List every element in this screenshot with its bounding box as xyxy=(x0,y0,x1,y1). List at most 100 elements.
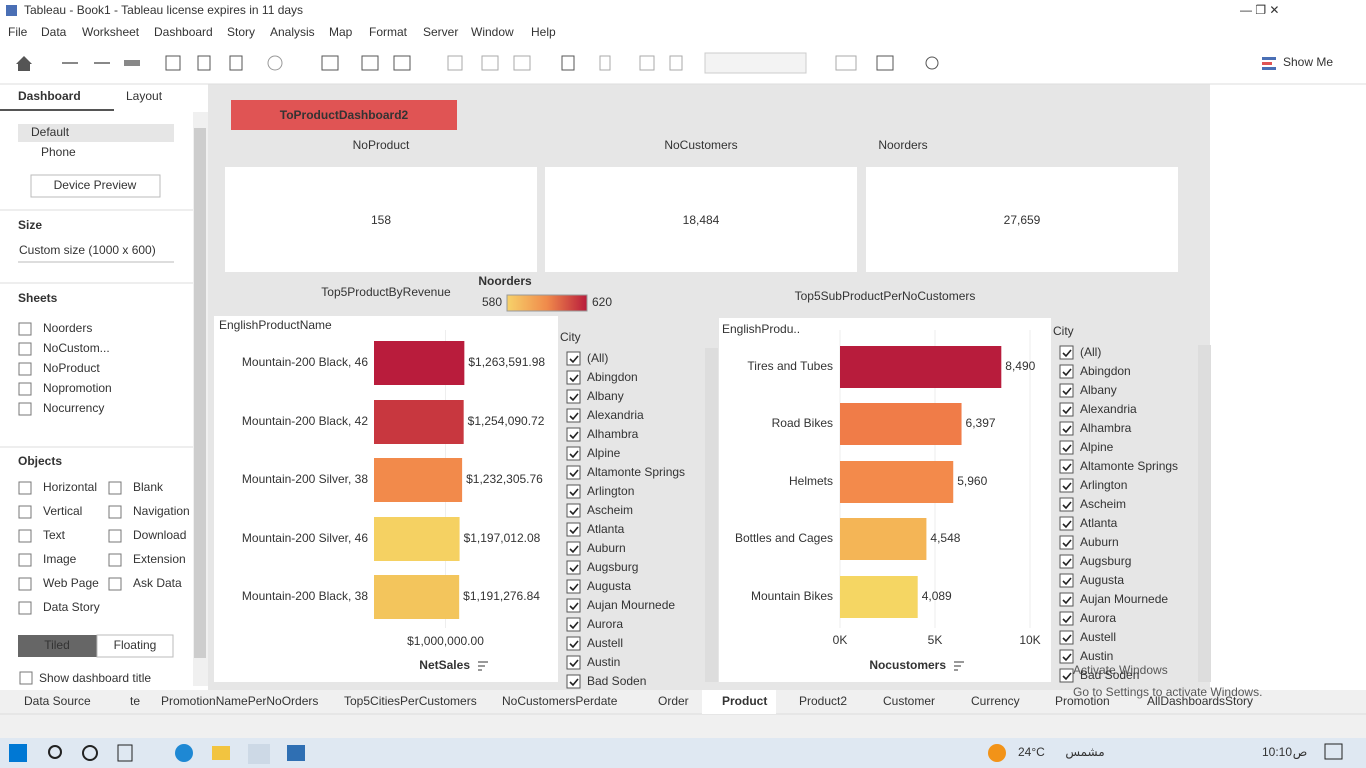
object-item[interactable]: Blank xyxy=(133,480,164,494)
checkbox[interactable] xyxy=(566,351,581,366)
checkbox[interactable] xyxy=(566,579,581,594)
checkbox[interactable] xyxy=(1059,421,1074,436)
filter-item[interactable]: Austin xyxy=(1080,649,1113,663)
sheet-tab[interactable]: NoCustomersPerdate xyxy=(502,694,618,708)
sheet-tab[interactable]: Currency xyxy=(971,694,1020,708)
checkbox[interactable] xyxy=(1059,649,1074,664)
filter-item[interactable]: Atlanta xyxy=(587,522,625,536)
layout-mode[interactable]: Floating xyxy=(114,638,157,652)
filter-item[interactable]: Aurora xyxy=(1080,611,1116,625)
checkbox[interactable] xyxy=(566,522,581,537)
filter-item[interactable]: Augusta xyxy=(587,579,631,593)
sheet-tab[interactable]: Data Source xyxy=(24,694,91,708)
menu-item[interactable]: Help xyxy=(531,25,556,39)
checkbox[interactable] xyxy=(566,408,581,423)
checkbox[interactable] xyxy=(566,446,581,461)
checkbox[interactable] xyxy=(1059,554,1074,569)
filter-item[interactable]: Albany xyxy=(1080,383,1117,397)
filter-item[interactable]: Auburn xyxy=(587,541,626,555)
filter-item[interactable]: (All) xyxy=(587,351,608,365)
filter-item[interactable]: Augsburg xyxy=(587,560,638,574)
checkbox[interactable] xyxy=(1059,402,1074,417)
checkbox[interactable] xyxy=(1059,459,1074,474)
tiled-button[interactable] xyxy=(18,635,97,657)
checkbox[interactable] xyxy=(566,560,581,575)
sheet-item[interactable]: Nocurrency xyxy=(43,401,104,415)
checkbox[interactable] xyxy=(566,389,581,404)
checkbox[interactable] xyxy=(1059,592,1074,607)
checkbox[interactable] xyxy=(566,484,581,499)
sheet-item[interactable]: NoCustom... xyxy=(43,341,110,355)
sheet-tab[interactable]: Top5CitiesPerCustomers xyxy=(344,694,477,708)
checkbox[interactable] xyxy=(1059,516,1074,531)
object-item[interactable]: Text xyxy=(43,528,66,542)
menu-item[interactable]: Analysis xyxy=(270,25,315,39)
object-item[interactable]: Vertical xyxy=(43,504,82,518)
menu-item[interactable]: Data xyxy=(41,25,67,39)
filter-item[interactable]: Altamonte Springs xyxy=(1080,459,1178,473)
checkbox[interactable] xyxy=(19,671,33,685)
checkbox[interactable] xyxy=(566,598,581,613)
checkbox[interactable] xyxy=(566,465,581,480)
show-title-label[interactable]: Show dashboard title xyxy=(39,671,151,685)
filter-item[interactable]: Augusta xyxy=(1080,573,1124,587)
object-item[interactable]: Download xyxy=(133,528,186,542)
layout-mode[interactable]: Tiled xyxy=(44,638,70,652)
filter-item[interactable]: Alexandria xyxy=(1080,402,1137,416)
filter-item[interactable]: Altamonte Springs xyxy=(587,465,685,479)
filter-item[interactable]: Albany xyxy=(587,389,624,403)
panel-tab[interactable]: Layout xyxy=(126,89,163,103)
checkbox[interactable] xyxy=(1059,497,1074,512)
checkbox[interactable] xyxy=(1059,345,1074,360)
sheet-tab[interactable]: Promotion xyxy=(1055,694,1110,708)
checkbox[interactable] xyxy=(566,503,581,518)
sheet-item[interactable]: Noorders xyxy=(43,321,92,335)
sheet-tab[interactable]: AllDashboardsStory xyxy=(1147,694,1253,708)
checkbox[interactable] xyxy=(566,427,581,442)
filter-item[interactable]: Atlanta xyxy=(1080,516,1118,530)
filter-item[interactable]: Bad Soden xyxy=(587,674,646,688)
menu-item[interactable]: Worksheet xyxy=(82,25,140,39)
checkbox[interactable] xyxy=(1059,364,1074,379)
checkbox[interactable] xyxy=(566,655,581,670)
filter-item[interactable]: Aurora xyxy=(587,617,623,631)
device-preview-label[interactable]: Device Preview xyxy=(54,178,137,192)
show-me-button[interactable]: Show Me xyxy=(1283,55,1333,69)
checkbox[interactable] xyxy=(566,541,581,556)
object-item[interactable]: Ask Data xyxy=(133,576,182,590)
checkbox[interactable] xyxy=(1059,535,1074,550)
menu-item[interactable]: File xyxy=(8,25,28,39)
object-item[interactable]: Navigation xyxy=(133,504,190,518)
filter-item[interactable]: Aujan Mournede xyxy=(587,598,675,612)
device-preview-button[interactable] xyxy=(30,174,161,198)
filter-item[interactable]: Bad Soden xyxy=(1080,668,1139,682)
filter-item[interactable]: Arlington xyxy=(587,484,634,498)
object-item[interactable]: Horizontal xyxy=(43,480,97,494)
filter-item[interactable]: Alpine xyxy=(1080,440,1114,454)
menu-item[interactable]: Format xyxy=(369,25,408,39)
filter-item[interactable]: Austin xyxy=(587,655,620,669)
object-item[interactable]: Extension xyxy=(133,552,186,566)
checkbox[interactable] xyxy=(566,617,581,632)
checkbox[interactable] xyxy=(1059,383,1074,398)
filter-item[interactable]: Alexandria xyxy=(587,408,644,422)
checkbox[interactable] xyxy=(1059,440,1074,455)
checkbox[interactable] xyxy=(566,636,581,651)
filter-item[interactable]: Abingdon xyxy=(1080,364,1131,378)
object-item[interactable]: Image xyxy=(43,552,77,566)
sheet-tab[interactable]: PromotionNamePerNoOrders xyxy=(161,694,318,708)
sheet-tab[interactable]: te xyxy=(130,694,140,708)
filter-item[interactable]: Arlington xyxy=(1080,478,1127,492)
filter-item[interactable]: Alhambra xyxy=(1080,421,1132,435)
filter-item[interactable]: (All) xyxy=(1080,345,1101,359)
checkbox[interactable] xyxy=(566,674,581,689)
object-item[interactable]: Web Page xyxy=(43,576,99,590)
filter-item[interactable]: Alpine xyxy=(587,446,621,460)
sheet-tab[interactable]: Product2 xyxy=(799,694,847,708)
object-item[interactable]: Data Story xyxy=(43,600,100,614)
filter-item[interactable]: Augsburg xyxy=(1080,554,1131,568)
menu-item[interactable]: Dashboard xyxy=(154,25,213,39)
checkbox[interactable] xyxy=(566,370,581,385)
panel-tab[interactable]: Dashboard xyxy=(18,89,81,103)
sheet-tab[interactable]: Order xyxy=(658,694,689,708)
